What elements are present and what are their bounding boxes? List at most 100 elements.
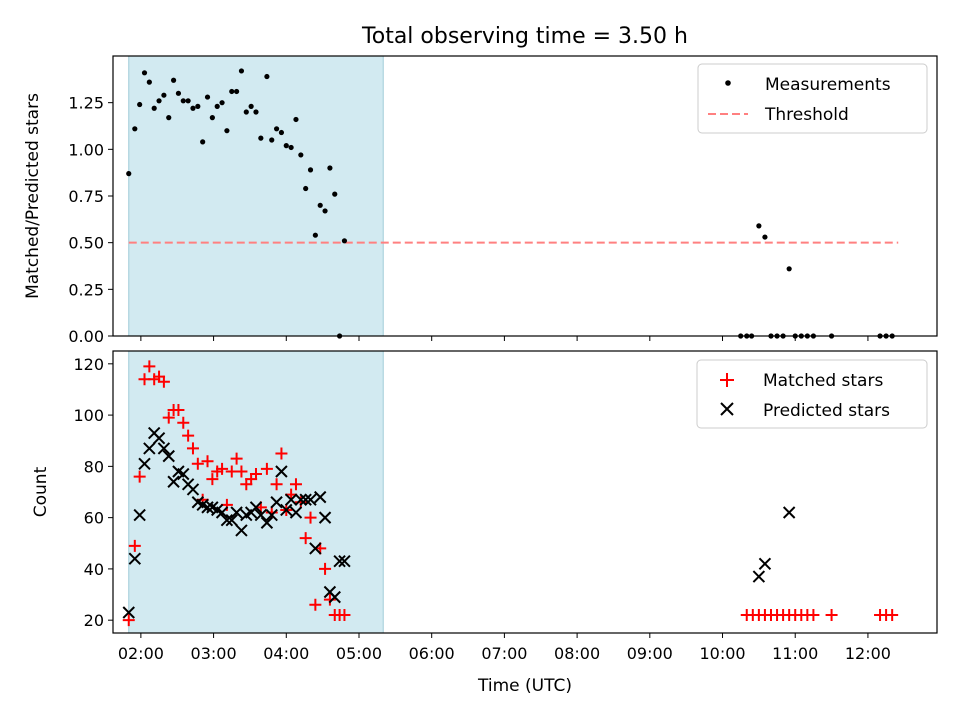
measurement-point	[298, 152, 304, 158]
predicted-star-point	[133, 508, 146, 522]
predicted-star-point	[122, 606, 135, 619]
top-plot-frame	[112, 55, 938, 337]
measurement-point	[253, 109, 259, 115]
bottom-legend-box	[696, 359, 928, 429]
predicted-star-point	[143, 442, 156, 455]
predicted-star-point	[220, 513, 234, 527]
bottom-x-ticks: 02:00 03:00 04:00 05:00 06:00 07:00 08:00 09:00…	[118, 633, 891, 663]
measurement-point	[204, 94, 211, 100]
top-y-tick-label: 1.25	[68, 94, 104, 113]
predicted-star-point	[225, 513, 238, 527]
predicted-star-point	[270, 496, 283, 509]
top-y-tick-label: 1.00	[68, 140, 104, 159]
matched-star-point	[216, 462, 229, 475]
predicted-star-point	[304, 493, 317, 506]
measurement-point	[248, 103, 254, 109]
predicted-star-point	[338, 555, 351, 568]
measurement-point	[322, 208, 328, 214]
legend-predicted-label: Predicted stars	[763, 401, 890, 421]
x-tick-label: 11:00	[772, 644, 818, 663]
measurement-point	[185, 98, 191, 104]
measurement-point	[132, 126, 138, 132]
matched-star-point	[235, 465, 248, 478]
matched-star-point	[265, 506, 278, 519]
top-y-axis-label: Matched/Predicted stars	[23, 93, 43, 299]
top-y-ticks: 0.00 0.25 0.50 0.75 1.00 1.25	[68, 94, 113, 346]
bottom-y-tick-label: 80	[84, 457, 104, 476]
top-y-tick-label: 0.75	[68, 187, 104, 206]
predicted-star-point	[289, 506, 303, 519]
measurement-point	[762, 234, 768, 240]
x-tick-label: 09:00	[627, 644, 673, 663]
matched-star-point	[289, 478, 302, 491]
bottom-legend: Matched stars Predicted stars	[696, 359, 928, 429]
measurement-point	[224, 128, 230, 134]
matched-star-point	[191, 457, 204, 470]
predicted-star-point	[157, 442, 171, 455]
top-shaded-interval	[128, 55, 384, 337]
chart-title: Total observing time = 3.50 h	[361, 24, 688, 49]
matched-star-point	[157, 375, 170, 388]
predicted-star-point	[309, 542, 322, 555]
bottom-y-tick-label: 100	[73, 406, 104, 425]
predicted-star-point	[201, 501, 214, 514]
measurement-point	[146, 79, 152, 85]
measurement-point	[341, 238, 348, 244]
x-tick-label: 03:00	[191, 644, 237, 663]
matched-star-point	[201, 455, 214, 468]
measurement-point	[258, 135, 264, 141]
matched-star-point	[338, 609, 351, 622]
x-axis-label: Time (UTC)	[477, 676, 572, 696]
predicted-star-point	[265, 508, 278, 522]
measurement-point	[156, 98, 162, 104]
measurement-point	[327, 165, 333, 171]
predicted-star-point	[138, 457, 151, 471]
matched-star-point	[807, 609, 820, 622]
measurement-point	[283, 143, 289, 149]
matched-star-point	[309, 598, 322, 611]
measurement-point	[303, 185, 309, 192]
top-y-tick-label: 0.25	[68, 280, 104, 299]
matched-star-point	[323, 593, 336, 606]
legend-measurements-label: Measurements	[765, 75, 891, 95]
predicted-star-point	[215, 506, 229, 519]
predicted-star-point	[249, 501, 263, 514]
measurement-point	[209, 115, 215, 121]
bottom-y-ticks: 20 40 60 80 100 120	[73, 355, 113, 630]
legend-threshold-label: Threshold	[764, 105, 849, 125]
matched-star-point	[162, 411, 175, 424]
matched-star-point	[143, 360, 156, 373]
measurement-point	[269, 137, 275, 143]
x-tick-label: 02:00	[118, 644, 164, 663]
predicted-star-point	[782, 506, 796, 519]
measurement-point	[190, 105, 196, 111]
predicted-star-point	[152, 431, 166, 445]
matched-star-point	[275, 447, 288, 460]
measurement-point	[332, 191, 338, 197]
bottom-plot-frame	[112, 350, 938, 634]
measurement-point	[137, 101, 143, 108]
predicted-star-point	[177, 467, 190, 481]
measurement-point	[312, 232, 318, 238]
predicted-star-point	[284, 493, 298, 506]
matched-star-point	[825, 609, 838, 622]
measurement-point	[243, 109, 249, 115]
predicted-star-point	[299, 493, 312, 506]
measurement-point	[278, 129, 285, 136]
predicted-star-point	[328, 590, 341, 604]
measurement-point	[126, 171, 132, 177]
matched-star-point	[886, 609, 899, 622]
measurement-point	[151, 105, 157, 111]
measurement-point	[195, 103, 201, 109]
predicted-star-point	[294, 493, 308, 506]
predicted-star-point	[275, 465, 288, 478]
legend-predicted-marker	[720, 402, 734, 416]
predicted-star-point	[260, 516, 274, 529]
bottom-y-tick-label: 20	[84, 611, 104, 630]
measurement-point	[234, 88, 240, 95]
matched-star-point	[270, 478, 283, 491]
matched-star-point	[133, 470, 146, 483]
matched-star-point	[186, 442, 199, 455]
x-tick-label: 05:00	[336, 644, 382, 663]
predicted-stars-points	[122, 426, 796, 619]
